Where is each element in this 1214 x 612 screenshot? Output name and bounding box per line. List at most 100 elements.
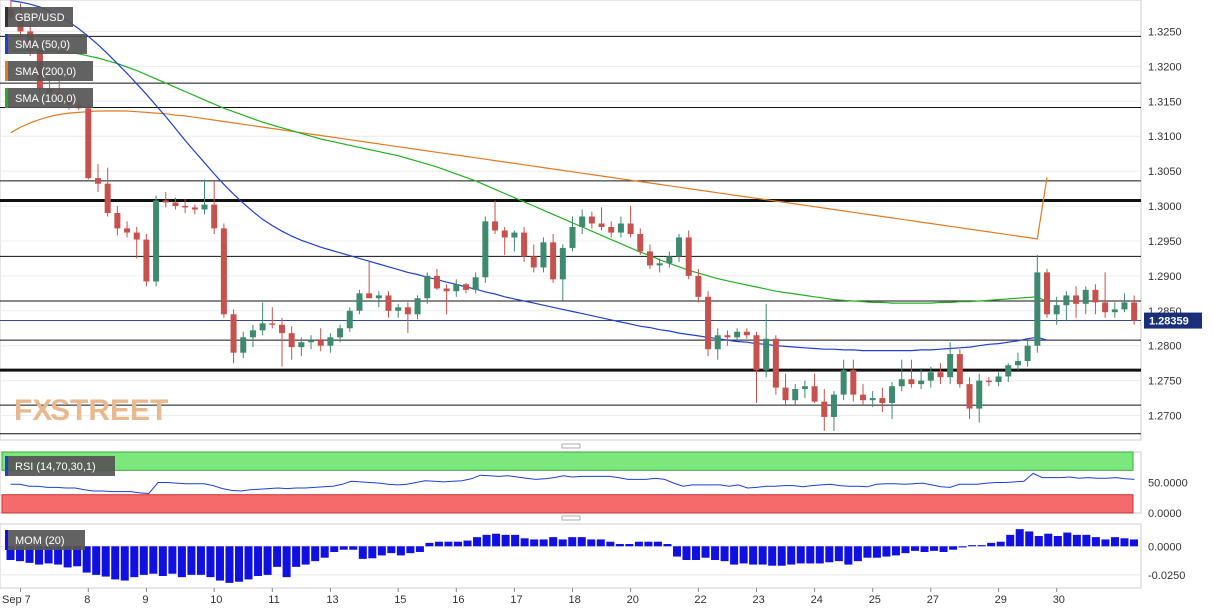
candle-body <box>482 221 489 278</box>
candle-body <box>579 216 586 227</box>
candle-body <box>269 323 276 325</box>
candle-body <box>114 213 121 229</box>
mom-bar <box>901 546 910 554</box>
mom-bar <box>101 546 110 577</box>
legend-mom-box <box>5 530 85 550</box>
candle-body <box>976 380 983 409</box>
candle-body <box>530 256 537 268</box>
candle-body <box>453 284 460 292</box>
rsi-line <box>10 472 1135 495</box>
mom-bar <box>358 546 367 559</box>
mom-bar <box>311 546 320 562</box>
candle-body <box>830 394 837 417</box>
mom-bar <box>996 541 1005 547</box>
candle-body <box>201 204 208 210</box>
candle-body <box>666 256 673 264</box>
x-tick-label: 25 <box>869 594 881 606</box>
mom-bar <box>1072 534 1081 547</box>
candle-body <box>850 370 857 395</box>
mom-bar <box>168 546 177 574</box>
y-tick-label: 1.2950 <box>1148 236 1182 248</box>
x-tick-label: 18 <box>569 594 581 606</box>
candle-body <box>627 223 634 234</box>
brand-fx: FX <box>14 394 52 427</box>
x-tick-label: 24 <box>811 594 823 606</box>
candle-body <box>685 237 692 276</box>
mom-bar <box>63 546 72 568</box>
mom-bar <box>282 546 291 578</box>
mom-bar <box>301 546 310 565</box>
mom-bar <box>482 534 491 547</box>
candle-body <box>414 298 421 315</box>
candle-body <box>811 386 818 402</box>
x-tick-label: 9 <box>142 594 148 606</box>
mom-bar <box>806 546 815 564</box>
candle-body <box>288 333 295 348</box>
candle-body <box>947 354 954 378</box>
candle-body <box>753 335 760 371</box>
mom-bar <box>958 546 967 548</box>
fxstreet-watermark: FX STREET <box>14 394 168 427</box>
mom-bar <box>273 546 282 567</box>
candle-body <box>385 295 392 311</box>
candle-body <box>211 204 218 229</box>
mom-bar <box>825 546 834 563</box>
mom-bar <box>1053 536 1062 547</box>
candle-body <box>908 379 915 385</box>
mom-bar <box>73 546 82 567</box>
candle-body <box>995 376 1002 383</box>
rsi-oversold-zone <box>1 494 1134 514</box>
legend-rsi-box <box>5 456 115 476</box>
mom-bar <box>425 542 434 547</box>
mom-bar <box>777 546 786 566</box>
mom-bar <box>44 546 53 564</box>
mom-bar <box>434 541 443 547</box>
y-tick-label: 1.3200 <box>1148 61 1182 73</box>
candle-body <box>559 247 566 280</box>
candle-body <box>898 379 905 387</box>
candle-body <box>598 223 605 227</box>
mom-bar <box>406 546 415 554</box>
mom-bar <box>758 546 767 565</box>
mom-bar <box>463 540 472 547</box>
x-tick-label: 8 <box>84 594 90 606</box>
legend-rsi-label: RSI (14,70,30,1) <box>15 461 96 473</box>
mom-bar <box>949 546 958 550</box>
mom-bar <box>82 546 91 573</box>
rsi-panel: 50.0000 0.0000 <box>0 451 1188 521</box>
x-tick-label: Sep 7 <box>2 594 31 606</box>
mom-bar <box>872 546 881 558</box>
mom-bar <box>387 546 396 554</box>
mom-bar <box>787 546 796 565</box>
candle-body <box>550 242 557 280</box>
candle-body <box>298 342 305 348</box>
mom-bar <box>968 545 977 547</box>
legend-2-swatch <box>5 61 8 81</box>
candle-body <box>492 221 499 231</box>
mom-bar <box>54 546 63 565</box>
mom-tick-label: 0.0000 <box>1148 541 1182 553</box>
momentum-panel: 0.0000 -0.0250 <box>0 523 1185 589</box>
mom-bar <box>396 546 405 556</box>
mom-bar <box>215 546 224 581</box>
mom-bar <box>730 546 739 565</box>
y-tick-label: 1.3250 <box>1148 26 1182 38</box>
brand-street: STREET <box>50 394 168 427</box>
legend-1-box <box>5 34 87 54</box>
candle-body <box>327 337 334 346</box>
legend-3-box <box>5 88 93 108</box>
legend-2-label: SMA (200,0) <box>15 66 76 78</box>
mom-bar <box>35 546 44 565</box>
mom-bar <box>263 546 272 575</box>
mom-bar <box>1025 531 1034 547</box>
candle-body <box>153 200 160 282</box>
mom-bar <box>111 546 120 580</box>
candle-body <box>1044 272 1051 315</box>
mom-bar <box>587 539 596 547</box>
mom-bar <box>444 541 453 547</box>
candle-body <box>1111 309 1118 313</box>
x-tick-label: 29 <box>995 594 1007 606</box>
mom-bar <box>120 546 129 581</box>
candle-body <box>879 398 886 403</box>
candle-body <box>782 387 789 401</box>
